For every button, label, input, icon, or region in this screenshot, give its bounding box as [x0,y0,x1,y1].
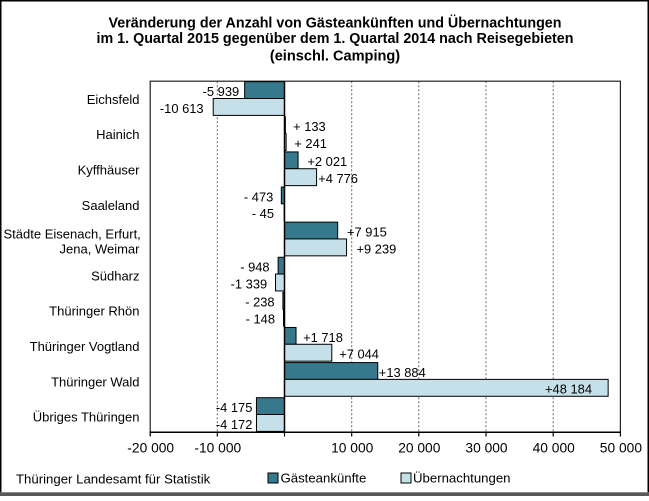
svg-text:Übernachtungen: Übernachtungen [413,471,511,486]
svg-text:Thüringer Landesamt für Statis: Thüringer Landesamt für Statistik [16,472,211,487]
svg-text:- 473: - 473 [244,189,273,204]
svg-text:Südharz: Südharz [91,268,139,283]
svg-text:Thüringer Wald: Thüringer Wald [51,374,139,389]
svg-text:-10 000: -10 000 [194,441,241,456]
svg-text:Übriges Thüringen: Übriges Thüringen [33,410,140,425]
svg-text:+7 044: +7 044 [339,347,379,362]
svg-text:+ 241: + 241 [294,136,327,151]
svg-text:Saaleland: Saaleland [82,198,140,213]
svg-text:Städte Eisenach, Erfurt,: Städte Eisenach, Erfurt, [4,227,141,242]
svg-text:40 000: 40 000 [533,441,576,456]
svg-text:(einschl. Camping): (einschl. Camping) [270,49,401,65]
svg-text:- 238: - 238 [245,295,274,310]
svg-text:10 000: 10 000 [331,441,374,456]
svg-text:- 148: - 148 [246,312,275,327]
svg-text:Thüringer Rhön: Thüringer Rhön [49,304,139,319]
svg-text:-4 172: -4 172 [216,417,253,432]
svg-text:Veränderung der Anzahl von Gäs: Veränderung der Anzahl von Gästeankünfte… [109,14,562,31]
svg-text:+13 884: +13 884 [379,365,426,380]
svg-text:-20 000: -20 000 [127,441,174,456]
svg-text:+1 718: +1 718 [303,330,343,345]
svg-text:Gästeankünfte: Gästeankünfte [281,471,367,486]
svg-text:-1 339: -1 339 [231,276,268,291]
svg-text:im 1. Quartal 2015 gegenüber d: im 1. Quartal 2015 gegenüber dem 1. Quar… [97,31,574,47]
svg-text:+48 184: +48 184 [545,382,592,397]
svg-text:20 000: 20 000 [398,441,441,456]
svg-text:50 000: 50 000 [600,441,643,456]
svg-text:- 45: - 45 [252,206,274,221]
svg-text:+4 776: +4 776 [318,171,358,186]
svg-text:Thüringer Vogtland: Thüringer Vogtland [30,339,140,354]
svg-text:-5 939: -5 939 [203,84,240,99]
svg-text:- 948: - 948 [240,260,269,275]
svg-text:-4 175: -4 175 [216,400,253,415]
svg-text:Kyffhäuser: Kyffhäuser [78,163,141,178]
svg-text:+ 133: + 133 [293,119,326,134]
svg-text:+2 021: +2 021 [307,154,347,169]
svg-text:+7 915: +7 915 [347,224,387,239]
svg-text:Hainich: Hainich [96,127,139,142]
svg-text:Jena, Weimar: Jena, Weimar [60,242,141,257]
svg-text:+9 239: +9 239 [357,241,397,256]
svg-text:Eichsfeld: Eichsfeld [87,92,140,107]
svg-text:-10 613: -10 613 [160,101,204,116]
svg-text:30 000: 30 000 [465,441,508,456]
